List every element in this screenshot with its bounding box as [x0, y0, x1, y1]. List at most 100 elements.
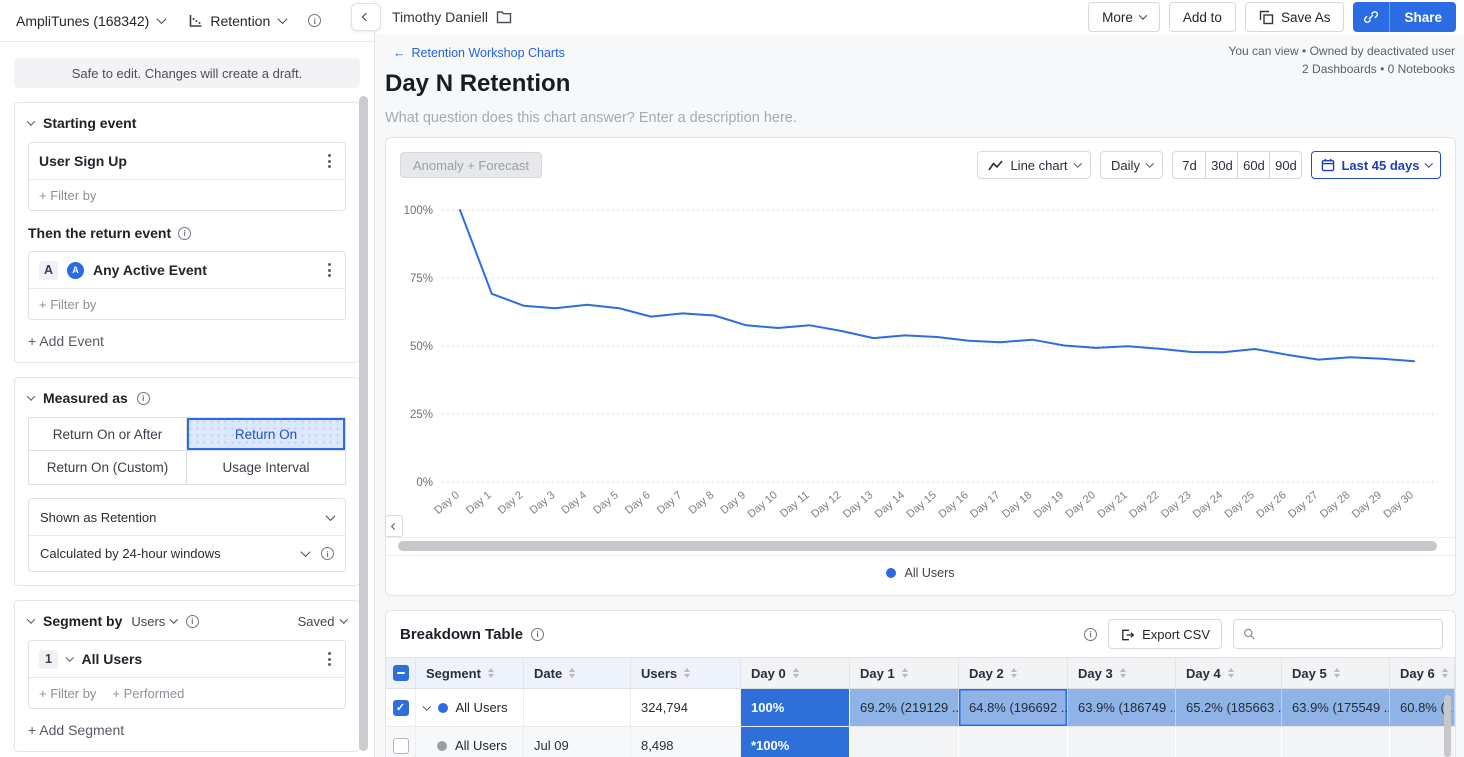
page-title[interactable]: Day N Retention	[385, 70, 571, 97]
column-header-day1[interactable]: Day 1	[850, 657, 959, 689]
description-placeholder[interactable]: What question does this chart answer? En…	[385, 110, 797, 126]
day4-cell[interactable]	[1176, 727, 1282, 757]
add-event-button[interactable]: + Add Event	[28, 333, 346, 349]
starting-event-header[interactable]: Starting event	[26, 115, 346, 131]
sort-icon	[487, 668, 494, 678]
day0-cell[interactable]: *100%	[741, 727, 850, 757]
calculated-by-dropdown[interactable]: Calculated by 24-hour windows	[29, 535, 345, 571]
option-usage-interval[interactable]: Usage Interval	[187, 451, 345, 484]
option-return-on-custom[interactable]: Return On (Custom)	[29, 451, 187, 484]
sort-icon	[684, 668, 691, 678]
table-vertical-scrollbar[interactable]	[1444, 695, 1451, 757]
column-header-date[interactable]: Date	[524, 657, 631, 689]
series-color-dot	[437, 740, 447, 751]
info-icon[interactable]	[308, 14, 322, 27]
measured-as-dropdowns: Shown as Retention Calculated by 24-hour…	[28, 498, 346, 572]
info-icon[interactable]	[1084, 627, 1098, 641]
option-return-on[interactable]: Return On	[187, 418, 345, 451]
chart-type-picker[interactable]: Retention	[187, 13, 288, 29]
more-button[interactable]: More	[1088, 2, 1160, 32]
chart-left-collapse-button[interactable]	[385, 515, 403, 537]
add-to-button[interactable]: Add to	[1168, 2, 1236, 32]
range-60d[interactable]: 60d	[1237, 152, 1269, 178]
saved-dropdown[interactable]: Saved	[298, 614, 348, 629]
column-header-day3[interactable]: Day 3	[1068, 657, 1176, 689]
project-picker[interactable]: AmpliTunes (168342)	[16, 13, 167, 29]
row-checkbox[interactable]	[392, 699, 409, 716]
save-as-button[interactable]: Save As	[1244, 2, 1345, 32]
table-row: All Users 324,794 100% 69.2% (219129 ...…	[386, 689, 1455, 727]
shown-as-dropdown[interactable]: Shown as Retention	[29, 499, 345, 535]
kebab-menu-icon[interactable]	[324, 150, 335, 172]
event-row[interactable]: User Sign Up	[29, 143, 345, 179]
chart-type-dropdown[interactable]: Line chart	[977, 151, 1092, 179]
filter-by-button[interactable]: + Filter by	[39, 685, 97, 701]
kebab-menu-icon[interactable]	[324, 259, 335, 281]
draft-banner: Safe to edit. Changes will create a draf…	[14, 58, 360, 88]
day1-cell[interactable]	[850, 727, 959, 757]
day5-cell[interactable]: 63.9% (175549 ...	[1282, 689, 1390, 727]
sidebar-scrollbar[interactable]	[359, 96, 368, 751]
info-icon[interactable]	[136, 391, 150, 405]
day4-cell[interactable]: 65.2% (185663 ...	[1176, 689, 1282, 727]
row-checkbox[interactable]	[392, 737, 409, 754]
info-icon[interactable]	[178, 226, 192, 240]
segment-cell[interactable]: All Users	[416, 727, 524, 757]
svg-text:100%: 100%	[404, 205, 433, 217]
expand-row-icon[interactable]	[422, 702, 431, 710]
search-input[interactable]	[1262, 626, 1433, 642]
legend-label[interactable]: All Users	[904, 566, 955, 580]
day0-cell[interactable]: 100%	[741, 689, 850, 727]
date-range-dropdown[interactable]: Last 45 days	[1311, 151, 1441, 179]
info-icon[interactable]	[321, 547, 334, 560]
svg-text:Day 11: Day 11	[778, 489, 812, 520]
day2-cell[interactable]: 64.8% (196692 ...	[959, 689, 1068, 727]
copy-link-button[interactable]	[1353, 2, 1391, 32]
day3-cell[interactable]	[1068, 727, 1176, 757]
column-header-day6[interactable]: Day 6	[1390, 657, 1455, 689]
svg-text:Day 28: Day 28	[1318, 489, 1352, 521]
measured-as-header[interactable]: Measured as	[26, 390, 346, 406]
anomaly-forecast-button[interactable]: Anomaly + Forecast	[400, 152, 542, 178]
column-header-day5[interactable]: Day 5	[1282, 657, 1390, 689]
export-csv-button[interactable]: Export CSV	[1108, 619, 1222, 649]
day3-cell[interactable]: 63.9% (186749 ...	[1068, 689, 1176, 727]
collapse-sidebar-button[interactable]	[351, 3, 381, 31]
option-return-on-or-after[interactable]: Return On or After	[29, 418, 187, 451]
day5-cell[interactable]	[1282, 727, 1390, 757]
info-icon[interactable]	[531, 627, 545, 641]
folder-icon[interactable]	[496, 10, 512, 24]
entity-dropdown[interactable]: Users	[131, 614, 178, 629]
share-button[interactable]: Share	[1390, 2, 1456, 32]
svg-text:Day 7: Day 7	[655, 489, 685, 517]
range-7d[interactable]: 7d	[1182, 157, 1197, 173]
performed-button[interactable]: + Performed	[112, 685, 185, 701]
retention-line-chart[interactable]: 0% 25% 50% 75% 100% Day 0 Day 1 Day 2 Day 3 Day 4…	[386, 138, 1455, 538]
return-event-title: Then the return event	[28, 225, 172, 241]
chart-horizontal-scrollbar[interactable]	[398, 541, 1437, 551]
event-row[interactable]: A A Any Active Event	[29, 252, 345, 288]
day1-cell[interactable]: 69.2% (219129 ...	[850, 689, 959, 727]
column-header-day0[interactable]: Day 0	[741, 657, 850, 689]
filter-by-button[interactable]: + Filter by	[29, 179, 345, 210]
day2-cell[interactable]	[959, 727, 1068, 757]
svg-text:Day 19: Day 19	[1032, 489, 1066, 521]
interval-dropdown[interactable]: Daily	[1100, 151, 1164, 179]
column-header-segment[interactable]: Segment	[416, 657, 524, 689]
select-all-checkbox[interactable]	[392, 665, 409, 681]
range-90d[interactable]: 90d	[1269, 152, 1301, 178]
segment-cell[interactable]: All Users	[416, 689, 524, 727]
range-30d[interactable]: 30d	[1205, 152, 1237, 178]
chevron-down-icon	[300, 547, 311, 558]
column-header-users[interactable]: Users	[631, 657, 741, 689]
breadcrumb[interactable]: ← Retention Workshop Charts	[393, 46, 565, 60]
segment-row[interactable]: 1 All Users	[29, 641, 345, 677]
kebab-menu-icon[interactable]	[324, 648, 335, 670]
filter-by-button[interactable]: + Filter by	[29, 288, 345, 319]
segment-name: All Users	[81, 651, 143, 667]
svg-text:Day 3: Day 3	[528, 489, 558, 517]
column-header-day2[interactable]: Day 2	[959, 657, 1068, 689]
column-header-day4[interactable]: Day 4	[1176, 657, 1282, 689]
info-icon[interactable]	[185, 614, 199, 628]
add-segment-button[interactable]: + Add Segment	[28, 722, 346, 738]
